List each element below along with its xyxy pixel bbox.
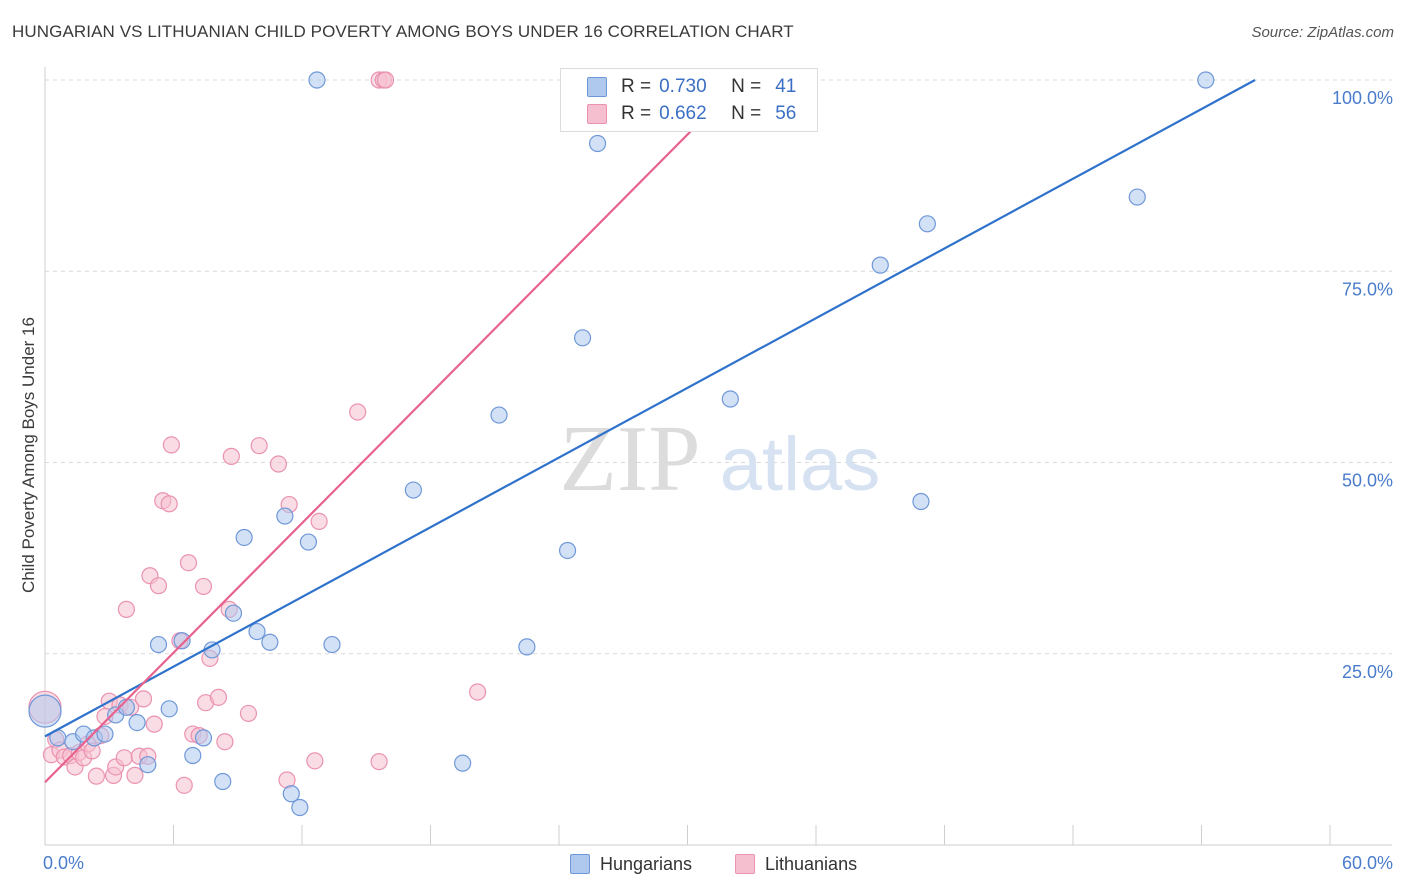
hungarian-point xyxy=(573,329,592,347)
bottom-legend-swatch-hungarians xyxy=(570,854,590,874)
lithuanian-point xyxy=(175,776,193,794)
hungarian-point xyxy=(248,622,266,641)
hungarian-point xyxy=(1197,71,1215,89)
hungarian-point xyxy=(214,772,232,791)
lithuanian-point xyxy=(370,753,388,771)
trend-line-lithuanians xyxy=(44,125,697,784)
legend-n-label: N = xyxy=(731,103,762,124)
lithuanian-point xyxy=(222,447,240,465)
lithuanian-point xyxy=(250,437,268,455)
bottom-legend-label-hungarians: Hungarians xyxy=(600,853,693,874)
y-tick-label: 25.0% xyxy=(1342,662,1393,682)
lithuanian-point xyxy=(194,577,213,596)
bottom-legend-swatch-lithuanians xyxy=(735,854,755,874)
watermark: ZIP atlas xyxy=(560,407,881,511)
hungarian-point xyxy=(871,256,889,274)
lithuanian-point xyxy=(115,749,133,767)
bottom-legend-label-lithuanians: Lithuanians xyxy=(765,853,858,874)
legend-n-value-hungarians: 41 xyxy=(775,76,797,97)
legend-r-value-lithuanians: 0.662 xyxy=(659,103,707,124)
lithuanian-point xyxy=(376,71,395,89)
hungarian-point xyxy=(518,638,536,656)
legend-swatch-lithuanians xyxy=(587,104,607,124)
lithuanian-point xyxy=(87,767,106,785)
hungarian-point xyxy=(96,725,114,743)
axis-layer xyxy=(44,67,1392,846)
chart-source: Source: ZipAtlas.com xyxy=(1251,24,1394,41)
series-lithuanians xyxy=(28,71,632,794)
trend-layer xyxy=(44,79,1256,784)
hungarian-point xyxy=(291,798,309,817)
hungarian-point xyxy=(721,390,739,408)
bottom-legend-lithuanians: Lithuanians xyxy=(735,852,857,876)
lithuanian-point xyxy=(126,766,144,784)
y-tick-label: 100.0% xyxy=(1332,88,1393,108)
legend-r-label: R = xyxy=(621,103,652,124)
lithuanian-point xyxy=(162,436,180,454)
lithuanian-point xyxy=(160,495,178,513)
lithuanian-point xyxy=(134,690,153,708)
hungarian-point xyxy=(224,604,243,622)
lithuanian-point xyxy=(149,577,168,595)
grid-layer xyxy=(45,79,1392,655)
hungarian-point xyxy=(323,635,341,654)
chart-title: HUNGARIAN VS LITHUANIAN CHILD POVERTY AM… xyxy=(12,22,794,41)
trend-line-hungarians xyxy=(44,79,1256,738)
hungarian-point xyxy=(139,756,157,774)
hungarian-point xyxy=(160,700,178,718)
tick-labels: 25.0% 50.0% 75.0% 100.0% 0.0% 60.0% xyxy=(43,88,1393,873)
watermark-atlas: atlas xyxy=(720,422,881,507)
hungarian-point xyxy=(912,492,930,511)
x-tick-label: 0.0% xyxy=(43,853,84,873)
hungarian-point xyxy=(308,71,326,89)
lithuanian-point xyxy=(469,683,487,701)
x-tick-label: 60.0% xyxy=(1342,853,1393,873)
hungarian-point xyxy=(404,481,422,499)
hungarian-point xyxy=(918,215,936,233)
hungarian-point xyxy=(454,754,472,772)
lithuanian-point xyxy=(209,688,228,706)
hungarian-point xyxy=(282,785,300,803)
hungarian-point xyxy=(28,694,62,728)
lithuanian-point xyxy=(310,512,328,531)
hungarian-point xyxy=(1128,188,1146,206)
y-tick-label: 50.0% xyxy=(1342,471,1393,491)
lithuanian-point xyxy=(239,704,258,723)
correlation-legend: R = 0.730 N = 41 R = 0.662 N = 56 xyxy=(560,68,818,132)
lithuanian-point xyxy=(306,752,324,770)
hungarian-point xyxy=(173,632,191,650)
legend-n-value-lithuanians: 56 xyxy=(775,103,797,124)
legend-swatch-hungarians xyxy=(587,77,607,97)
watermark-zip: ZIP xyxy=(560,407,701,511)
hungarian-point xyxy=(149,635,168,654)
lithuanian-point xyxy=(216,733,234,751)
lithuanian-point xyxy=(117,600,135,618)
hungarian-point xyxy=(194,729,213,747)
hungarian-point xyxy=(235,528,253,547)
bottom-legend-hungarians: Hungarians xyxy=(570,852,692,876)
legend-r-label: R = xyxy=(621,76,652,97)
legend-r-value-hungarians: 0.730 xyxy=(659,76,707,97)
lithuanian-point xyxy=(145,715,163,733)
hungarian-point xyxy=(558,541,577,560)
lithuanian-point xyxy=(179,554,198,572)
lithuanian-point xyxy=(269,455,288,473)
hungarian-point xyxy=(299,533,318,551)
legend-row-hungarians: R = 0.730 N = 41 xyxy=(587,74,796,100)
lithuanian-point xyxy=(349,403,367,421)
hungarian-point xyxy=(490,406,508,424)
hungarian-point xyxy=(588,134,607,153)
hungarian-point xyxy=(128,713,146,732)
y-tick-label: 75.0% xyxy=(1342,279,1393,299)
legend-row-lithuanians: R = 0.662 N = 56 xyxy=(587,101,796,127)
hungarian-point xyxy=(276,507,294,525)
hungarian-point xyxy=(184,746,202,765)
legend-n-label: N = xyxy=(731,76,762,97)
y-axis-label: Child Poverty Among Boys Under 16 xyxy=(19,317,38,593)
hungarian-point xyxy=(261,633,279,651)
